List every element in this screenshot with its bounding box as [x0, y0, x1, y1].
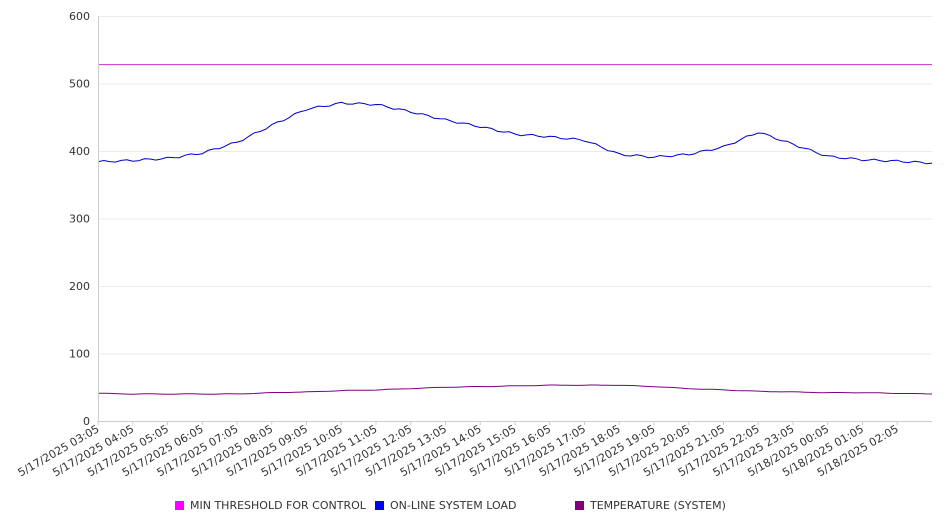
legend-label: ON-LINE SYSTEM LOAD	[390, 499, 517, 512]
legend-item-temperature[interactable]: TEMPERATURE (SYSTEM)	[575, 499, 726, 512]
y-tick-label: 400	[69, 145, 90, 158]
legend-label: TEMPERATURE (SYSTEM)	[590, 499, 726, 512]
legend-swatch	[575, 501, 584, 510]
y-tick-label: 200	[69, 280, 90, 293]
y-tick-label: 600	[69, 10, 90, 23]
temperature-line	[98, 384, 933, 395]
system-load-line	[97, 101, 933, 165]
legend-swatch	[175, 501, 184, 510]
legend-swatch	[375, 501, 384, 510]
y-tick-label: 100	[69, 348, 90, 361]
y-axis-ticks: 0 100 200 300 400 500 600	[69, 10, 90, 428]
series-lines	[97, 64, 933, 395]
y-tick-label: 0	[83, 415, 90, 428]
legend-label: MIN THRESHOLD FOR CONTROL	[190, 499, 366, 512]
x-axis-ticks: 5/17/2025 03:055/17/2025 04:055/17/2025 …	[16, 421, 901, 479]
legend: MIN THRESHOLD FOR CONTROL ON-LINE SYSTEM…	[0, 499, 946, 515]
legend-item-system-load[interactable]: ON-LINE SYSTEM LOAD	[375, 499, 516, 512]
legend-item-min-threshold[interactable]: MIN THRESHOLD FOR CONTROL	[175, 499, 366, 512]
grid-lines	[98, 16, 932, 422]
y-tick-label: 500	[69, 78, 90, 91]
y-tick-label: 300	[69, 213, 90, 226]
